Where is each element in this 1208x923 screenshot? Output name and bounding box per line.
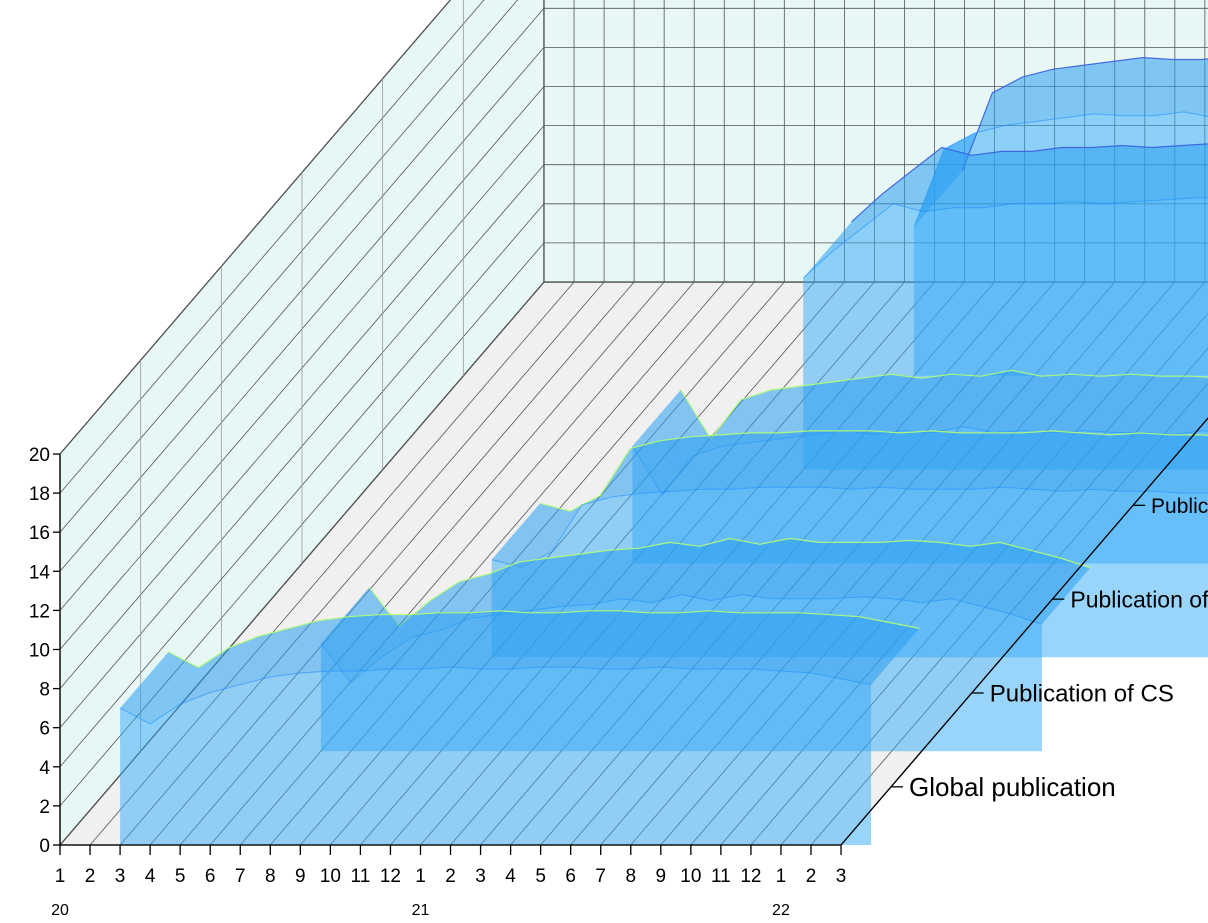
x-tick-label: 6 — [205, 866, 216, 887]
y-tick-label: 8 — [39, 680, 50, 701]
x-tick-label: 12 — [740, 866, 761, 887]
x-tick-label: 1 — [776, 866, 787, 887]
x-tick-label: 7 — [595, 866, 606, 887]
ribbon-front-line — [913, 111, 1208, 228]
ribbon-top-surface — [632, 370, 1208, 496]
x-tick-label: 11 — [711, 866, 731, 887]
data-ribbons — [119, 56, 1208, 845]
y-tick-label: 2 — [39, 797, 50, 818]
x-tick-label: 8 — [625, 866, 636, 887]
y-tick-label: 12 — [29, 601, 50, 622]
x-tick-label: 9 — [295, 866, 306, 887]
y-tick-label: 14 — [29, 562, 51, 583]
ribbon-back-line — [851, 143, 1208, 223]
x-tick-label: 10 — [320, 866, 341, 887]
depth-label: Publication of MS — [1070, 586, 1208, 612]
x-tick-label: 12 — [380, 866, 401, 887]
ribbon-back-line — [168, 610, 920, 669]
x-tick-label: 3 — [836, 866, 847, 887]
depth-label: Publication of CS — [990, 681, 1174, 708]
x-tick-label: 10 — [680, 866, 701, 887]
x-tick-label: 5 — [535, 866, 546, 887]
y-tick-label: 6 — [39, 719, 50, 740]
depth-label: Publication of SS — [1151, 495, 1208, 518]
depth-axis-line — [840, 417, 1208, 846]
x-tick-label: 3 — [115, 866, 126, 887]
ribbon-front-line — [802, 197, 1208, 279]
y-tick-label: 18 — [29, 484, 50, 505]
ribbon-top-surface — [913, 57, 1208, 228]
x-tick-label: 7 — [235, 866, 246, 887]
y-tick-label: 20 — [29, 445, 50, 466]
y-tick-label: 16 — [29, 523, 50, 544]
ribbon-top-surface — [803, 143, 1208, 279]
x-tick-label: 4 — [505, 866, 516, 887]
x-year-label: 21 — [412, 902, 430, 919]
x-tick-label: 2 — [85, 866, 96, 887]
ribbon-top-surface — [491, 430, 1208, 568]
x-tick-label: 5 — [175, 866, 186, 887]
ribbon-front-line — [491, 486, 1208, 568]
ribbon-back-line — [368, 537, 1091, 628]
x-tick-label: 11 — [351, 866, 371, 887]
x-tick-label: 9 — [656, 866, 667, 887]
x-year-label: 22 — [772, 902, 790, 919]
x-tick-label: 2 — [445, 866, 456, 887]
ribbon-back-line — [961, 56, 1208, 172]
x-tick-label: 6 — [565, 866, 576, 887]
y-tick-label: 10 — [29, 641, 50, 662]
x-tick-label: 3 — [475, 866, 486, 887]
x-tick-label: 1 — [55, 866, 66, 887]
x-tick-label: 1 — [415, 866, 426, 887]
x-tick-label: 2 — [806, 866, 817, 887]
ribbon-global-publication — [119, 610, 920, 845]
ribbon-top-surface — [120, 610, 920, 724]
ribbon-front-face — [120, 667, 872, 845]
y-tick-label: 4 — [39, 758, 50, 779]
x-tick-label: 4 — [145, 866, 156, 887]
ribbon-top-surface — [320, 538, 1091, 683]
depth-label: Global publication — [909, 772, 1116, 802]
ribbon-front-line — [119, 666, 872, 725]
ribbon-back-line — [680, 369, 1208, 440]
y-tick-label: 0 — [39, 836, 50, 857]
x-tick-label: 8 — [265, 866, 276, 887]
ribbon-back-line — [539, 430, 1208, 512]
x-year-label: 20 — [51, 902, 69, 919]
